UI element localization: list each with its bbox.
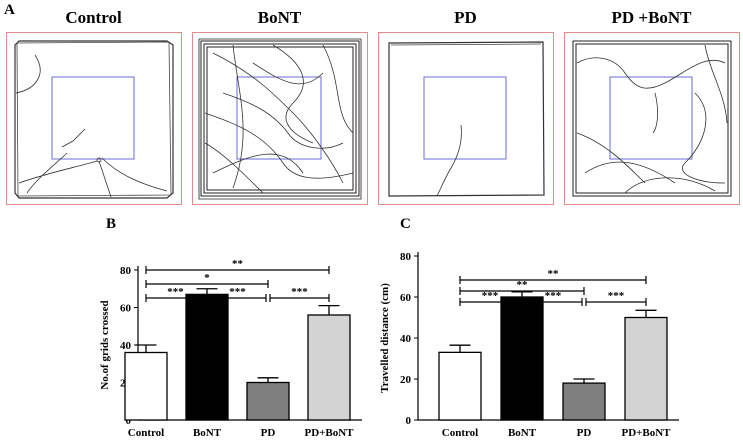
bar-pd	[562, 382, 606, 421]
bar-control	[438, 351, 482, 421]
arena-title-pd-bont: PD +BoNT	[611, 8, 692, 27]
center-zone	[236, 76, 322, 160]
y-tick-label: 80	[120, 265, 132, 277]
y-tick-label: 40	[120, 340, 132, 352]
open-field-arena-control	[6, 32, 182, 205]
significance-label: **	[548, 268, 560, 280]
open-field-arena-pd	[378, 32, 554, 205]
x-tick-label: PD+BoNT	[304, 427, 354, 439]
arena-title-control: Control	[65, 8, 122, 27]
y-tick-label: 20	[400, 374, 412, 386]
bar-pd	[246, 381, 290, 421]
x-tick-label: Control	[128, 427, 164, 439]
y-axis-label: No.of grids crossed	[99, 300, 111, 389]
panel-b-label: B	[106, 216, 117, 232]
significance-label: **	[232, 258, 244, 270]
x-tick-label: PD	[261, 427, 276, 439]
bar-control	[124, 351, 168, 421]
bar-chart-grids-crossed: No.of grids crossed020406080ControlBoNTP…	[99, 258, 362, 439]
x-tick-label: PD	[577, 427, 592, 439]
locomotion-track-pd-bont	[572, 40, 732, 197]
bar-chart-travelled-distance: Travelled distance (cm) 0 20 40 60 80 Control B…	[379, 251, 679, 439]
open-field-arena-pd-bont	[564, 32, 740, 205]
bar-pd-bont	[624, 316, 668, 421]
significance-label: ***	[167, 286, 184, 298]
y-tick-label: 60	[120, 303, 132, 315]
significance-label: ***	[482, 290, 499, 302]
y-tick-label: 60	[400, 292, 412, 304]
arena-title-bont: BoNT	[257, 8, 302, 27]
x-tick-label: BoNT	[193, 427, 222, 439]
arena-title-pd: PD	[454, 8, 477, 27]
x-tick-label: PD+BoNT	[621, 427, 671, 439]
x-tick-label: Control	[442, 427, 478, 439]
significance-label: *	[204, 272, 210, 284]
center-zone	[609, 76, 693, 160]
center-zone	[51, 76, 135, 160]
center-zone	[423, 76, 507, 160]
y-axis-label: Travelled distance (cm)	[379, 283, 391, 393]
significance-label: ***	[608, 290, 625, 302]
y-tick-label: 80	[400, 251, 412, 263]
y-tick-label: 40	[400, 333, 412, 345]
x-tick-label: BoNT	[508, 427, 537, 439]
bar-pd-bont	[307, 314, 351, 421]
bar-bont	[500, 296, 544, 421]
y-tick-label: 0	[126, 415, 132, 427]
significance-label: **	[517, 279, 529, 291]
locomotion-track-bont	[198, 38, 362, 200]
y-tick-label: 0	[406, 415, 412, 427]
open-field-arena-bont	[192, 32, 368, 205]
panel-c-label: C	[400, 216, 411, 232]
panel-a-label: A	[4, 2, 15, 18]
locomotion-track-pd	[388, 41, 545, 197]
significance-label: ***	[229, 286, 246, 298]
significance-label: ***	[545, 290, 562, 302]
locomotion-track-control	[14, 40, 174, 199]
bar-bont	[185, 293, 229, 421]
significance-label: ***	[291, 286, 308, 298]
